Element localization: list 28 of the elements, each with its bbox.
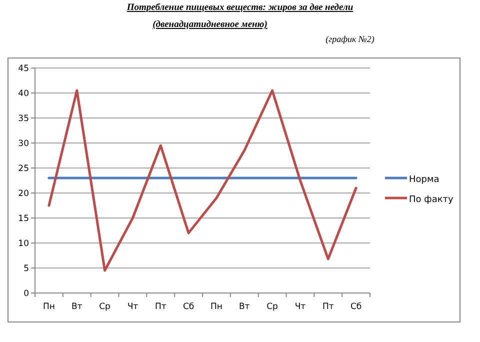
x-tick-label: Ср bbox=[99, 302, 110, 312]
y-tick-label: 45 bbox=[18, 64, 29, 74]
y-tick-label: 0 bbox=[24, 289, 29, 299]
x-tick-label: Чт bbox=[127, 302, 138, 312]
x-tick-label: Сб bbox=[350, 302, 362, 312]
x-tick-label: Ср bbox=[266, 302, 278, 312]
text: (график №2) bbox=[326, 34, 374, 44]
legend-label: По факту bbox=[409, 195, 454, 205]
x-tick-label: Пн bbox=[210, 302, 222, 312]
chart-subtitle: (двенадцатидневное меню) bbox=[152, 20, 268, 30]
chart-title: Потребление пищевых веществ: жиров за две недели bbox=[126, 3, 354, 13]
x-tick-label: Чт bbox=[294, 302, 306, 312]
y-tick-label: 30 bbox=[18, 139, 29, 149]
y-tick-label: 15 bbox=[18, 214, 29, 224]
legend-label: Норма bbox=[409, 175, 440, 185]
y-tick-label: 40 bbox=[18, 89, 29, 99]
y-tick-label: 35 bbox=[18, 114, 29, 124]
y-tick-label: 10 bbox=[18, 239, 29, 249]
y-tick-label: 25 bbox=[18, 164, 29, 174]
x-tick-label: Пт bbox=[154, 302, 166, 312]
y-tick-label: 5 bbox=[24, 264, 29, 274]
y-tick-label: 20 bbox=[18, 189, 29, 199]
x-tick-label: Пн bbox=[42, 302, 55, 312]
line-series bbox=[48, 89, 358, 272]
x-tick-label: Сб bbox=[182, 302, 194, 312]
x-tick-label: Вт bbox=[238, 302, 250, 312]
x-tick-label: Вт bbox=[71, 302, 82, 312]
x-tick-label: Пт bbox=[322, 302, 334, 312]
